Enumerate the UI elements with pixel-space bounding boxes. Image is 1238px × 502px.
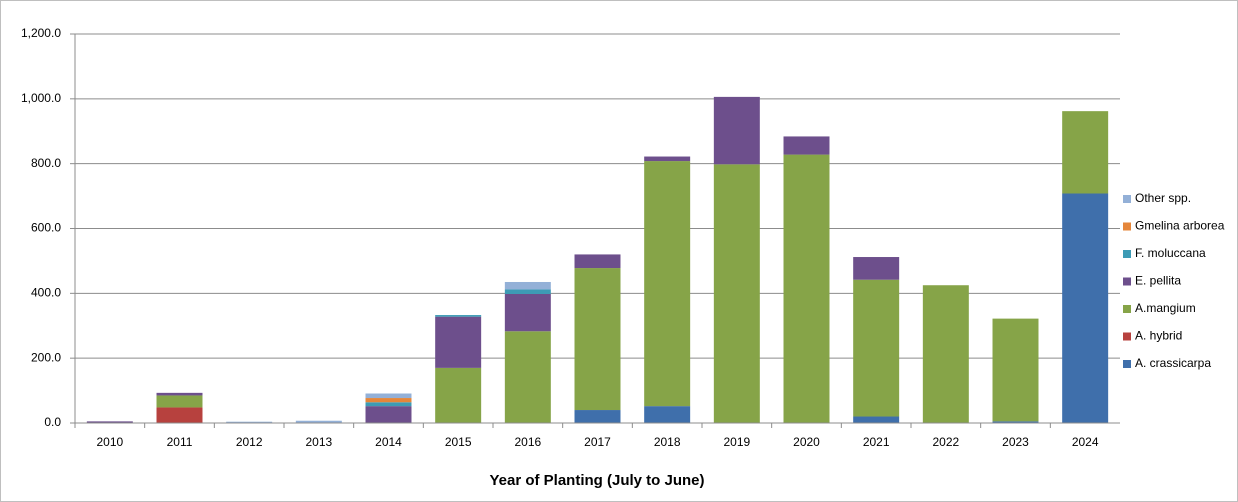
bar-segment [295, 420, 342, 423]
legend-swatch [1123, 360, 1131, 368]
legend-swatch [1123, 305, 1131, 313]
legend-label: A. crassicarpa [1135, 356, 1211, 370]
y-tick-label: 400.0 [31, 286, 61, 300]
bar-segment [435, 367, 482, 423]
x-tick-label: 2018 [654, 435, 681, 449]
bar-segment [644, 161, 691, 407]
legend-label: E. pellita [1135, 274, 1181, 288]
bar-segment [156, 395, 203, 408]
bar-segment [365, 402, 412, 407]
bar-segment [435, 316, 482, 368]
bar-segment [365, 398, 412, 403]
y-tick-label: 600.0 [31, 221, 61, 235]
bar-segment [156, 392, 203, 396]
x-tick-label: 2024 [1072, 435, 1099, 449]
x-axis-title: Year of Planting (July to June) [489, 472, 704, 489]
x-tick-label: 2016 [514, 435, 541, 449]
x-tick-label: 2023 [1002, 435, 1029, 449]
legend-label: A.mangium [1135, 301, 1196, 315]
bar-segment [992, 421, 1039, 423]
legend-swatch [1123, 332, 1131, 341]
bar-segment [1062, 111, 1109, 194]
bar-segment [504, 289, 551, 294]
bar-segment [783, 154, 830, 423]
bar-segment [156, 407, 203, 423]
x-tick-label: 2021 [863, 435, 890, 449]
x-tick-label: 2022 [932, 435, 959, 449]
x-tick-label: 2010 [96, 435, 123, 449]
y-tick-label: 800.0 [31, 156, 61, 170]
legend-label: Other spp. [1135, 191, 1191, 205]
bar-segment [992, 318, 1039, 422]
x-tick-label: 2020 [793, 435, 820, 449]
bar-segment [713, 164, 760, 423]
legend-label: A. hybrid [1135, 329, 1182, 343]
x-tick-label: 2012 [236, 435, 263, 449]
bar-segment [365, 406, 412, 423]
legend-swatch [1123, 277, 1131, 286]
bar-segment [86, 421, 133, 423]
bar-segment [644, 406, 691, 423]
x-tick-label: 2013 [305, 435, 332, 449]
x-tick-label: 2019 [723, 435, 750, 449]
bar-segment [226, 421, 273, 423]
bar-segment [853, 279, 900, 417]
legend-swatch [1123, 222, 1131, 231]
bar-segment [504, 281, 551, 290]
y-tick-label: 0.0 [44, 415, 61, 429]
bar-segment [365, 393, 412, 399]
y-tick-label: 1,200.0 [21, 26, 61, 40]
legend-label: Gmelina arborea [1135, 219, 1225, 233]
legend-swatch [1123, 195, 1131, 203]
bar-segment [504, 293, 551, 332]
legend-swatch [1123, 250, 1131, 258]
x-tick-label: 2011 [167, 435, 193, 449]
bar-segment [1062, 193, 1109, 423]
y-tick-label: 1,000.0 [21, 91, 61, 105]
x-tick-label: 2015 [445, 435, 472, 449]
bar-segment [713, 96, 760, 165]
bar-segment [504, 331, 551, 423]
y-tick-label: 200.0 [31, 350, 61, 364]
bar-segment [853, 257, 900, 280]
bar-segment [922, 285, 969, 423]
bar-segment [574, 254, 621, 269]
x-tick-label: 2017 [584, 435, 611, 449]
bar-segment [783, 136, 830, 155]
bar-segment [644, 156, 691, 162]
bar-segment [435, 315, 482, 317]
bar-segment [853, 416, 900, 423]
bar-segment [574, 410, 621, 423]
bar-segment [574, 268, 621, 411]
x-tick-label: 2014 [375, 435, 402, 449]
legend-label: F. moluccana [1135, 246, 1206, 260]
